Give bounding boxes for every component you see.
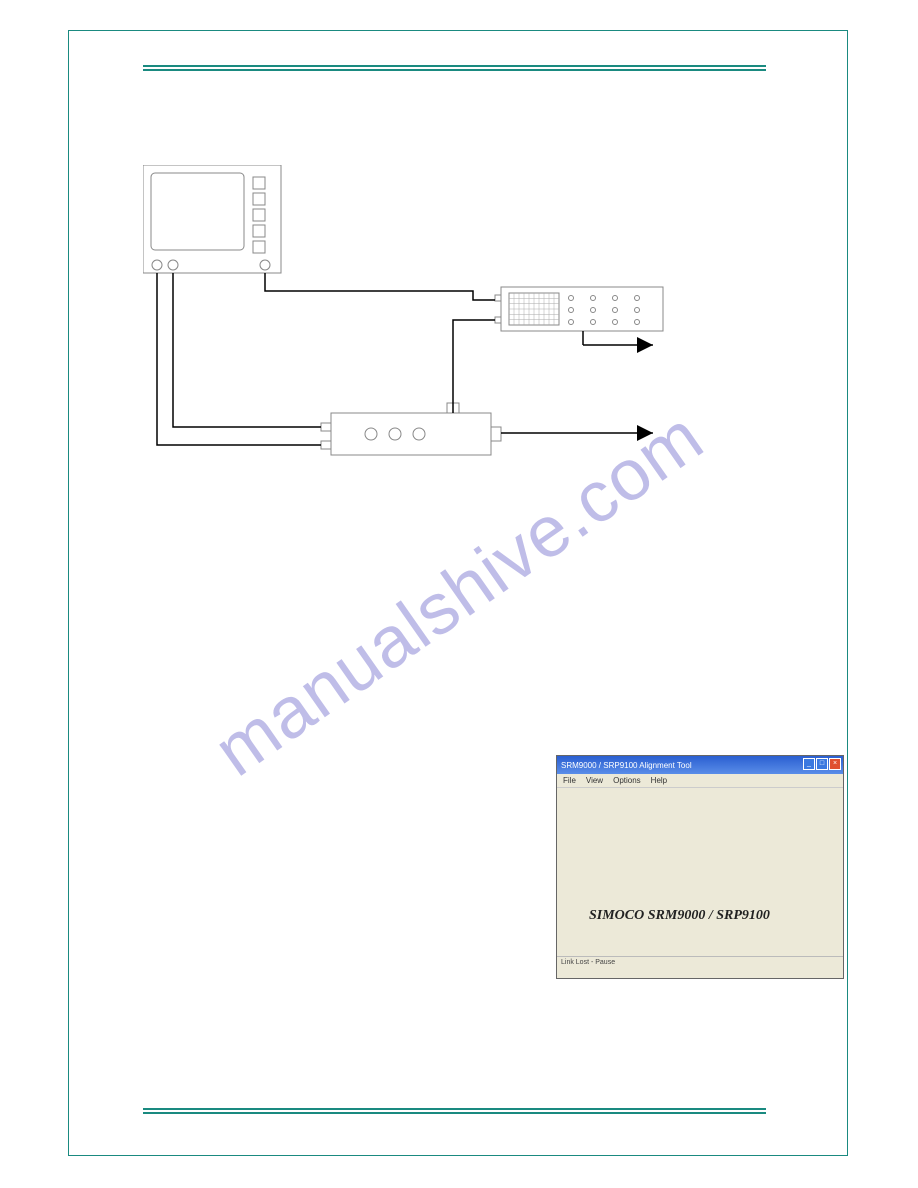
window-title: SRM9000 / SRP9100 Alignment Tool — [561, 761, 692, 770]
minimize-button[interactable]: _ — [803, 758, 815, 770]
status-bar: Link Lost - Pause — [557, 956, 843, 968]
wiring-diagram — [143, 165, 683, 475]
menu-item[interactable]: Help — [651, 776, 667, 785]
menu-item[interactable]: Options — [613, 776, 641, 785]
bottom-rule — [143, 1108, 766, 1114]
app-body: SIMOCO SRM9000 / SRP9100 Link Lost - Pau… — [557, 788, 843, 968]
maximize-button[interactable]: □ — [816, 758, 828, 770]
app-screenshot: SRM9000 / SRP9100 Alignment Tool _ □ × F… — [556, 755, 844, 979]
menu-item[interactable]: File — [563, 776, 576, 785]
titlebar: SRM9000 / SRP9100 Alignment Tool _ □ × — [557, 756, 843, 774]
menu-item[interactable]: View — [586, 776, 603, 785]
app-banner: SIMOCO SRM9000 / SRP9100 — [589, 908, 770, 924]
close-button[interactable]: × — [829, 758, 841, 770]
top-rule — [143, 65, 766, 71]
menu-bar: File View Options Help — [557, 774, 843, 788]
